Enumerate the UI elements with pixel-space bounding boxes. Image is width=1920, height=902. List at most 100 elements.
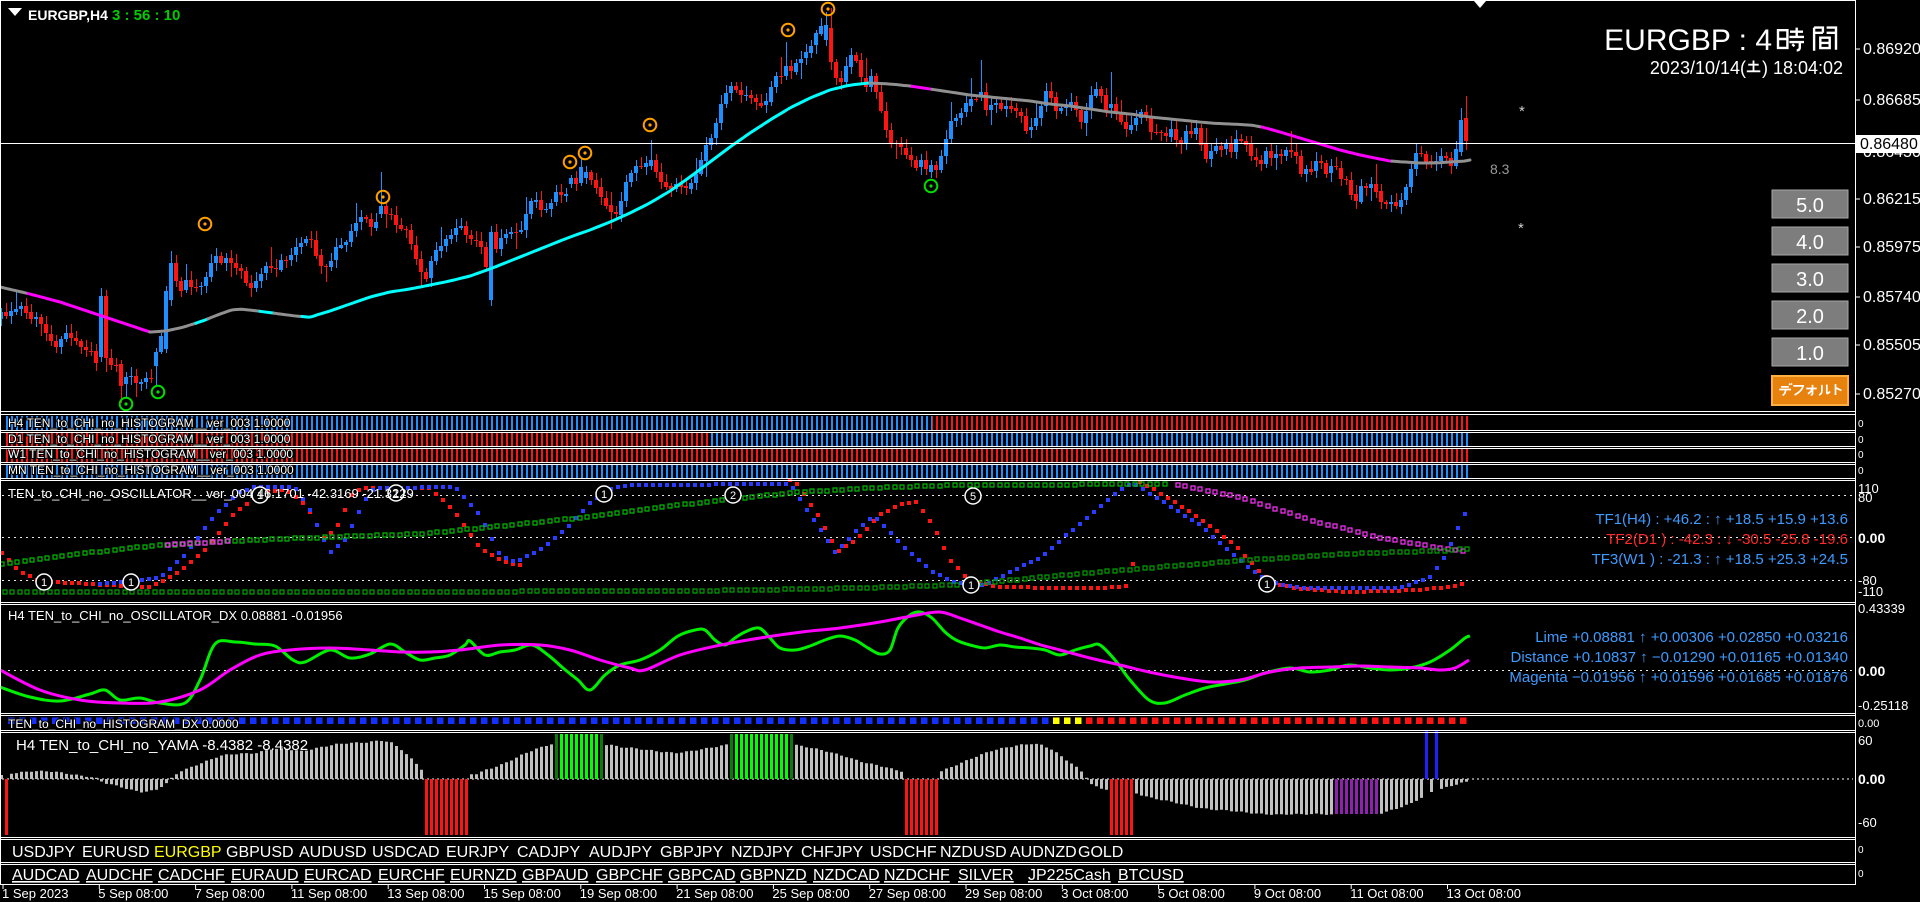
svg-text:0.85975: 0.85975 — [1863, 239, 1920, 256]
svg-text:BTCUSD: BTCUSD — [1118, 867, 1184, 884]
svg-text:NZDUSD: NZDUSD — [940, 844, 1007, 861]
svg-text:9 Oct 08:00: 9 Oct 08:00 — [1254, 886, 1321, 901]
svg-text:1: 1 — [257, 490, 263, 502]
svg-text:TF1(H4) : +46.2 : ↑ +18.5 +1: TF1(H4) : +46.2 : ↑ +18.5 +15.9 +13.6 — [1595, 511, 1848, 528]
svg-text:CADJPY: CADJPY — [517, 844, 580, 861]
svg-text:0: 0 — [1858, 419, 1864, 430]
svg-text:) 18:04:02: ) 18:04:02 — [1762, 58, 1843, 78]
svg-text:110: 110 — [1858, 481, 1879, 496]
svg-text:Magenta −0.01956 ↑ +0.01596 +: Magenta −0.01956 ↑ +0.01596 +0.01685 +0.… — [1509, 669, 1848, 686]
svg-text:*: * — [1519, 103, 1525, 120]
svg-text:0.85270: 0.85270 — [1863, 386, 1920, 403]
svg-text:-80: -80 — [1858, 573, 1877, 588]
svg-text:H4 TEN_to_CHI_no_OSCILLATOR_DX: H4 TEN_to_CHI_no_OSCILLATOR_DX 0.08881 -… — [8, 608, 343, 623]
svg-text:0: 0 — [1858, 466, 1864, 477]
svg-text:AUDCAD: AUDCAD — [12, 867, 80, 884]
svg-text:27 Sep 08:00: 27 Sep 08:00 — [869, 886, 946, 901]
svg-text:CADCHF: CADCHF — [158, 867, 225, 884]
svg-text:0.00: 0.00 — [1858, 663, 1885, 679]
svg-text:*: * — [1518, 220, 1524, 237]
svg-text:60: 60 — [1858, 733, 1872, 748]
svg-text:JP225Cash: JP225Cash — [1028, 867, 1111, 884]
svg-text:25 Sep 08:00: 25 Sep 08:00 — [772, 886, 849, 901]
svg-text:1.0: 1.0 — [1796, 343, 1824, 365]
svg-text:0.85740: 0.85740 — [1863, 289, 1920, 306]
svg-text:0.86215: 0.86215 — [1863, 191, 1920, 208]
svg-text:0.85505: 0.85505 — [1863, 337, 1920, 354]
svg-text:-0.25118: -0.25118 — [1858, 698, 1908, 713]
svg-text:0.00: 0.00 — [1858, 771, 1885, 787]
svg-text:EURUSD: EURUSD — [82, 844, 150, 861]
svg-text:0.43339: 0.43339 — [1858, 601, 1905, 616]
svg-text:1: 1 — [393, 488, 399, 500]
svg-text:TF2(D1 ) : -42.3 : ↓ -30.5 -: TF2(D1 ) : -42.3 : ↓ -30.5 -25.8 -19.6 — [1606, 531, 1848, 548]
svg-text:3 Oct 08:00: 3 Oct 08:00 — [1061, 886, 1128, 901]
svg-text:80: 80 — [1858, 490, 1872, 505]
svg-text:1: 1 — [128, 577, 134, 589]
svg-text:2.0: 2.0 — [1796, 306, 1824, 328]
svg-text:CHFJPY: CHFJPY — [801, 844, 864, 861]
svg-text:H4 TEN_to_CHI_no_HISTOGRAM__ve: H4 TEN_to_CHI_no_HISTOGRAM__ver_003 1.00… — [8, 416, 291, 430]
svg-text:AUDUSD: AUDUSD — [299, 844, 367, 861]
svg-text:GBPCAD: GBPCAD — [668, 867, 736, 884]
svg-text:0: 0 — [1858, 869, 1864, 880]
svg-text:29 Sep 08:00: 29 Sep 08:00 — [965, 886, 1042, 901]
svg-text:TEN_to_CHI_no_HISTOGRAM_DX 0.0: TEN_to_CHI_no_HISTOGRAM_DX 0.0000 — [8, 717, 239, 731]
svg-text:W1 TEN_to_CHI_no_HISTOGRAM__ve: W1 TEN_to_CHI_no_HISTOGRAM__ver_003 1.00… — [8, 447, 293, 461]
svg-text:GOLD: GOLD — [1078, 844, 1123, 861]
svg-text:21 Sep 08:00: 21 Sep 08:00 — [676, 886, 753, 901]
svg-text:USDCHF: USDCHF — [870, 844, 937, 861]
svg-text:11 Sep 08:00: 11 Sep 08:00 — [291, 886, 367, 901]
svg-text:5 Sep 08:00: 5 Sep 08:00 — [98, 886, 168, 901]
svg-text:0.86920: 0.86920 — [1863, 41, 1920, 58]
svg-text:AUDCHF: AUDCHF — [86, 867, 153, 884]
svg-text:1: 1 — [968, 580, 974, 592]
svg-text:GBPAUD: GBPAUD — [522, 867, 588, 884]
svg-text:AUDNZD: AUDNZD — [1010, 844, 1077, 861]
svg-text:NZDJPY: NZDJPY — [731, 844, 794, 861]
svg-text:EURNZD: EURNZD — [450, 867, 517, 884]
svg-text:5 Oct 08:00: 5 Oct 08:00 — [1158, 886, 1225, 901]
svg-text:19 Sep 08:00: 19 Sep 08:00 — [580, 886, 657, 901]
svg-text:0.86685: 0.86685 — [1863, 92, 1920, 109]
svg-text:GBPNZD: GBPNZD — [740, 867, 807, 884]
svg-text:Distance +0.10837 ↑ −0.01290: Distance +0.10837 ↑ −0.01290 +0.01165 +0… — [1510, 649, 1848, 666]
svg-text:5: 5 — [970, 491, 976, 503]
svg-text:EURGBP: EURGBP — [154, 844, 222, 861]
svg-text:NZDCAD: NZDCAD — [813, 867, 880, 884]
svg-text:EURGBP : 4: EURGBP : 4 — [1604, 24, 1772, 57]
svg-text:3.0: 3.0 — [1796, 269, 1824, 291]
svg-text:8.3: 8.3 — [1490, 161, 1510, 177]
svg-text:0: 0 — [1858, 435, 1864, 446]
svg-text:EURGBP,H4: EURGBP,H4 — [28, 7, 108, 23]
svg-text:AUDJPY: AUDJPY — [589, 844, 652, 861]
svg-text:3 : 56 : 10: 3 : 56 : 10 — [112, 7, 180, 24]
svg-text:SILVER: SILVER — [958, 867, 1014, 884]
svg-text:GBPUSD: GBPUSD — [226, 844, 294, 861]
svg-text:EURJPY: EURJPY — [446, 844, 509, 861]
svg-text:TEN_to_CHI_no_OSCILLATOR__ver_: TEN_to_CHI_no_OSCILLATOR__ver_004 46.170… — [8, 486, 414, 501]
svg-text:Lime +0.08881 ↑ +0.00306 +0.0: Lime +0.08881 ↑ +0.00306 +0.02850 +0.032… — [1535, 629, 1848, 646]
svg-text:0: 0 — [1858, 845, 1864, 856]
svg-text:NZDCHF: NZDCHF — [884, 867, 950, 884]
svg-text:7 Sep 08:00: 7 Sep 08:00 — [195, 886, 265, 901]
svg-text:13 Sep 08:00: 13 Sep 08:00 — [387, 886, 464, 901]
svg-text:EURCHF: EURCHF — [378, 867, 445, 884]
svg-text:GBPJPY: GBPJPY — [660, 844, 723, 861]
svg-text:H4 TEN_to_CHI_no_YAMA -8.438: H4 TEN_to_CHI_no_YAMA -8.4382 -8.4382 — [16, 737, 308, 754]
svg-text:MN TEN_to_CHI_no_HISTOGRAM__ve: MN TEN_to_CHI_no_HISTOGRAM__ver_003 1.00… — [8, 463, 294, 477]
svg-text:15 Sep 08:00: 15 Sep 08:00 — [484, 886, 561, 901]
svg-text:-60: -60 — [1858, 815, 1877, 830]
svg-text:-110: -110 — [1858, 584, 1883, 599]
svg-text:USDCAD: USDCAD — [372, 844, 440, 861]
svg-text:2: 2 — [730, 490, 736, 502]
svg-text:GBPCHF: GBPCHF — [596, 867, 663, 884]
svg-text:1: 1 — [41, 577, 47, 589]
svg-text:2023/10/14(: 2023/10/14( — [1650, 58, 1746, 78]
svg-text:11 Oct 08:00: 11 Oct 08:00 — [1350, 886, 1423, 901]
svg-text:EURAUD: EURAUD — [231, 867, 299, 884]
svg-text:EURCAD: EURCAD — [304, 867, 372, 884]
svg-text:4.0: 4.0 — [1796, 232, 1824, 254]
svg-text:TF3(W1 ) : -21.3 : ↑ +18.5 +: TF3(W1 ) : -21.3 : ↑ +18.5 +25.3 +24.5 — [1592, 551, 1848, 568]
svg-text:0.00: 0.00 — [1858, 718, 1879, 730]
